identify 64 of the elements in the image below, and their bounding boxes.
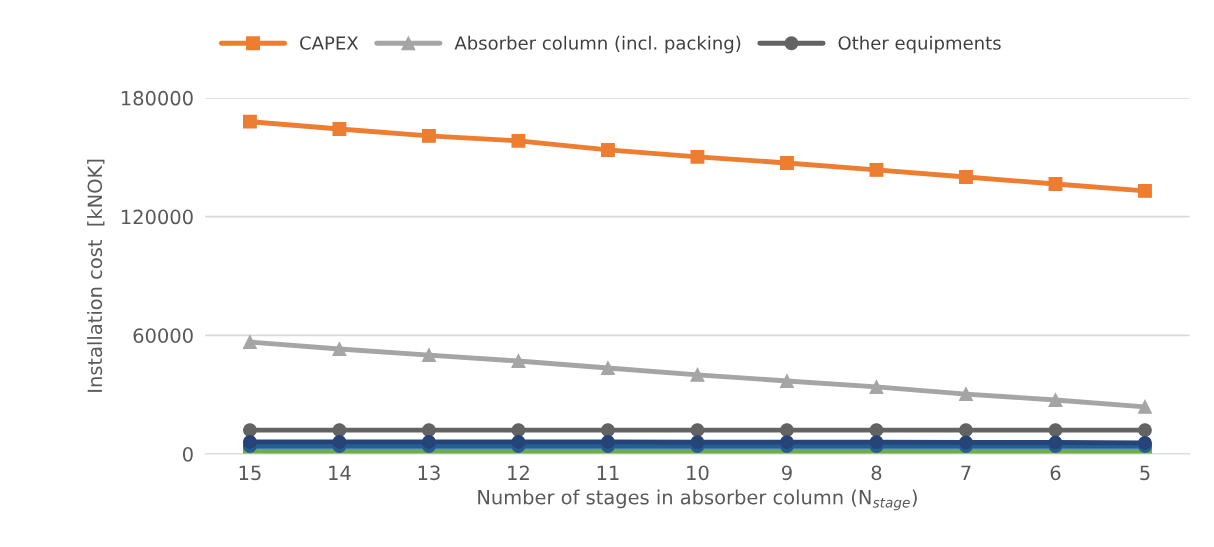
x-tick-label: 12 — [508, 465, 529, 480]
point — [869, 435, 884, 450]
point — [332, 122, 347, 136]
legend-label: Other equipments — [838, 35, 1001, 54]
point — [780, 423, 794, 438]
point — [421, 348, 436, 363]
x-tick-label: 15 — [239, 465, 261, 481]
point — [332, 342, 347, 356]
point — [242, 335, 257, 349]
point — [1138, 399, 1152, 414]
point — [869, 162, 884, 177]
point — [511, 354, 526, 368]
point — [690, 423, 705, 438]
x-tick-label: 6 — [1050, 465, 1061, 481]
point — [600, 361, 615, 375]
point — [869, 423, 884, 438]
point — [242, 434, 257, 449]
point — [1138, 183, 1152, 198]
y-tick-label: 180000 — [121, 90, 193, 106]
point — [511, 133, 526, 148]
point — [1048, 393, 1063, 407]
x-tick-label: 11 — [597, 465, 619, 480]
point — [1048, 423, 1063, 438]
point — [1048, 435, 1063, 450]
point — [332, 434, 347, 449]
point — [600, 423, 615, 438]
y-tick-label: 120000 — [121, 209, 193, 225]
point — [780, 435, 794, 450]
point — [780, 156, 794, 170]
point — [421, 434, 436, 449]
point — [1048, 177, 1063, 191]
x-tick-label: 14 — [329, 465, 351, 480]
y-tick-label: 60000 — [133, 328, 193, 343]
point — [690, 367, 705, 382]
x-tick-label: 13 — [418, 465, 440, 481]
point — [1138, 423, 1152, 438]
point — [959, 435, 973, 450]
point — [242, 114, 257, 129]
point — [421, 128, 436, 143]
y-axis-title: Installation cost [kNOK] — [87, 159, 105, 392]
point — [1138, 435, 1152, 450]
x-tick-label: 9 — [781, 465, 792, 481]
point — [959, 423, 973, 438]
point — [511, 434, 526, 449]
point — [869, 379, 884, 394]
legend-label: Absorber column (incl. packing) — [454, 35, 741, 54]
point — [690, 435, 705, 450]
x-tick-label: 8 — [871, 465, 882, 481]
point — [780, 374, 794, 388]
x-tick-label: 5 — [1140, 465, 1150, 481]
legend-label: CAPEX — [300, 36, 359, 50]
point — [242, 423, 257, 438]
x-axis-title: Number of stages in absorber column (N$_{stage}$) — [478, 489, 917, 511]
point — [959, 170, 973, 184]
point — [600, 142, 615, 157]
point — [600, 434, 615, 449]
point — [332, 423, 347, 438]
point — [959, 387, 973, 402]
x-tick-label: 10 — [687, 465, 709, 481]
point — [421, 423, 436, 438]
x-tick-label: 7 — [961, 465, 971, 480]
point — [690, 149, 705, 164]
y-tick-label: 0 — [182, 446, 193, 462]
point — [511, 423, 526, 438]
